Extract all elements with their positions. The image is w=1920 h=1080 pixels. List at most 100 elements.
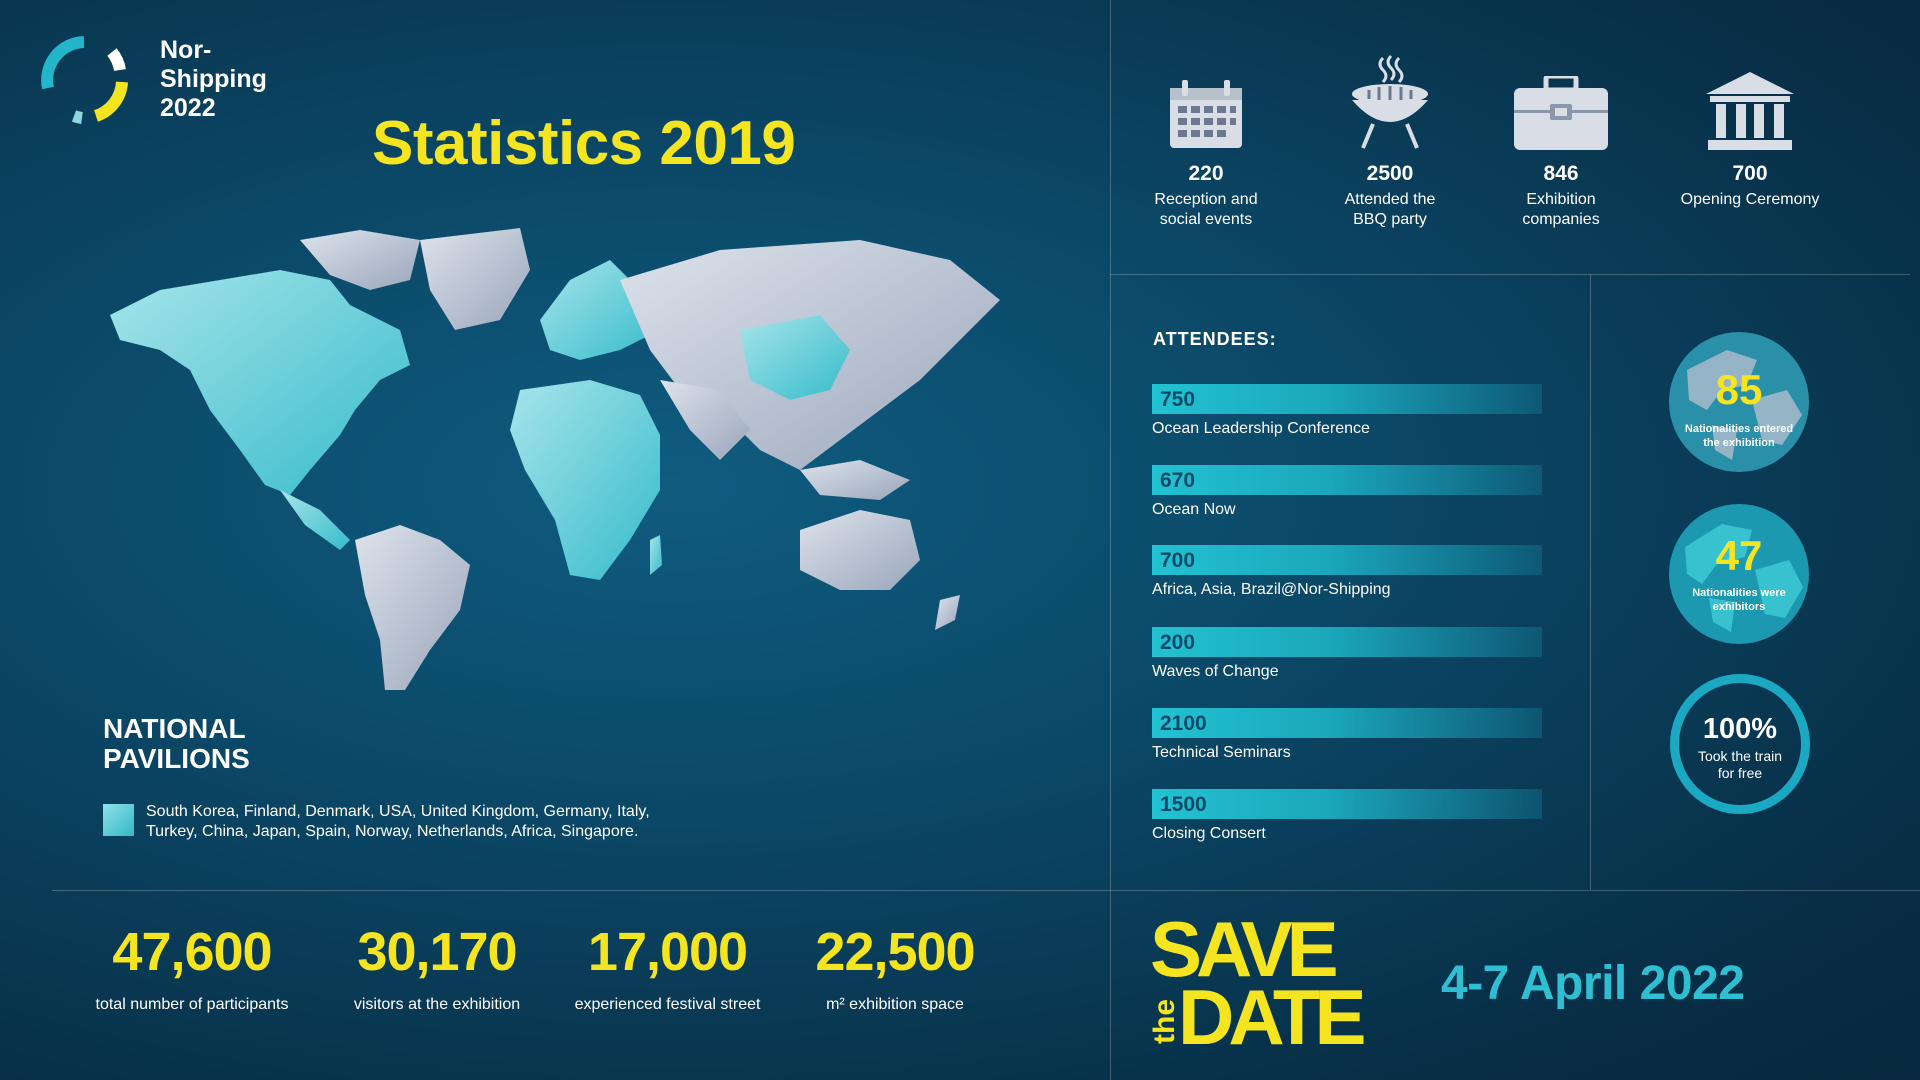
stat-label: Attended the BBQ party [1305,190,1475,230]
attendee-value: 700 [1160,549,1196,572]
stat-visitors: 30,170 visitors at the exhibition [332,922,542,1014]
globe-label: Nationalities were exhibitors [1667,586,1811,614]
divider-vertical-right [1590,274,1591,890]
stat-festival-street: 17,000 experienced festival street [560,922,775,1014]
save-text: SAVE [1150,910,1336,993]
pavilions-title: NATIONAL PAVILIONS [103,714,363,774]
pavilions-title-line-2: PAVILIONS [103,743,250,774]
attendee-bar: 2100 [1152,708,1542,738]
divider-top-right [1110,274,1910,275]
globe-label-line-1: Nationalities were [1692,587,1786,599]
globe-icon [1669,504,1809,644]
bank-building-icon [1706,72,1794,150]
stat-value: 700 [1732,162,1768,185]
stat-label: Reception and social events [1121,190,1291,230]
pavilions-countries-line-1: South Korea, Finland, Denmark, USA, Unit… [146,803,650,820]
attendee-bar: 200 [1152,627,1542,657]
attendee-value: 2100 [1160,712,1207,735]
train-label: Took the train for free [1679,748,1801,782]
globe-nationalities-visitors: 85 Nationalities entered the exhibition [1667,330,1811,474]
globe-label-line-2: the exhibition [1703,437,1775,449]
attendee-bar: 750 [1152,384,1542,414]
brand-line-2: Shipping [160,65,267,93]
attendee-row: 700 Africa, Asia, Brazil@Nor-Shipping [1152,545,1552,599]
globe-icon [1669,332,1809,472]
attendee-label: Ocean Leadership Conference [1152,420,1370,437]
attendee-value: 200 [1160,631,1196,654]
stat-label: experienced festival street [574,996,761,1013]
attendee-bar: 1500 [1152,789,1542,819]
attendee-value: 1500 [1160,793,1207,816]
divider-bottom [52,890,1920,891]
train-free-ring: 100% Took the train for free [1670,674,1810,814]
globe-label: Nationalities entered the exhibition [1667,422,1811,450]
attendee-bar: 700 [1152,545,1542,575]
attendee-row: 750 Ocean Leadership Conference [1152,384,1552,438]
stat-label-line-2: BBQ party [1353,211,1427,228]
stat-value: 47,600 [112,922,272,982]
pavilions-legend-swatch [103,804,134,836]
stat-label-line-2: social events [1159,211,1253,228]
stat-participants: 47,600 total number of participants [82,922,302,1014]
calendar-icon [1170,80,1242,148]
pavilions-countries-line-2: Turkey, China, Japan, Spain, Norway, Net… [146,823,639,840]
globe-label-line-2: exhibitors [1712,601,1766,613]
train-label-line-2: for free [1717,765,1763,781]
stat-value: 846 [1543,162,1579,185]
stat-value: 30,170 [357,922,517,982]
brand-name: Nor- Shipping 2022 [160,36,267,123]
stat-value: 22,500 [815,922,975,982]
attendee-bar: 670 [1152,465,1542,495]
stat-label-line-2: companies [1522,211,1600,228]
stat-reception-events: 220 Reception and social events [1121,60,1291,230]
event-dates: 4-7 April 2022 [1441,957,1745,1010]
attendee-row: 200 Waves of Change [1152,627,1552,681]
attendee-label: Ocean Now [1152,501,1236,518]
stat-label: total number of participants [95,996,289,1013]
stat-value: 220 [1188,162,1224,185]
attendee-label: Waves of Change [1152,663,1279,680]
brand-line-3: 2022 [160,94,216,122]
stat-label: visitors at the exhibition [353,996,521,1013]
stat-value: 2500 [1366,162,1414,185]
attendees-title: ATTENDEES: [1153,329,1277,349]
world-map [110,228,1000,690]
globe-value: 47 [1715,532,1763,579]
stat-label-line-1: Opening Ceremony [1680,191,1820,208]
page-title: Statistics 2019 [372,109,796,178]
save-the-date-logo: SAVE DATE the [1150,910,1370,1050]
stat-label: Opening Ceremony [1665,190,1835,210]
attendee-label: Closing Consert [1152,825,1266,842]
the-text: the [1150,999,1181,1044]
attendee-label: Technical Seminars [1152,744,1291,761]
stat-label: m² exhibition space [826,996,964,1013]
stat-bbq-party: 2500 Attended the BBQ party [1305,54,1475,230]
globe-label-line-1: Nationalities entered [1684,423,1794,435]
attendee-value: 670 [1160,469,1196,492]
attendee-value: 750 [1160,388,1196,411]
globe-nationalities-exhibitors: 47 Nationalities were exhibitors [1667,502,1811,646]
attendee-row: 670 Ocean Now [1152,465,1552,519]
globe-value: 85 [1715,366,1763,413]
pavilions-title-line-1: NATIONAL [103,713,246,744]
stat-opening-ceremony: 700 Opening Ceremony [1665,60,1835,210]
briefcase-icon [1514,76,1608,150]
stat-label-line-1: Reception and [1154,191,1258,208]
attendee-row: 1500 Closing Consert [1152,789,1552,843]
attendee-row: 2100 Technical Seminars [1152,708,1552,762]
stat-value: 17,000 [587,922,748,982]
stat-label: Exhibition companies [1476,190,1646,230]
train-label-line-1: Took the train [1697,748,1783,764]
brand-line-1: Nor- [160,36,212,64]
divider-vertical-main [1110,0,1111,1080]
date-text: DATE [1178,973,1364,1050]
stat-label-line-1: Attended the [1344,191,1436,208]
train-value: 100% [1702,713,1778,745]
stat-label-line-1: Exhibition [1526,191,1596,208]
stat-exhibition-companies: 846 Exhibition companies [1476,60,1646,230]
logo-icon [41,36,128,124]
pavilions-countries: South Korea, Finland, Denmark, USA, Unit… [146,802,726,842]
attendee-label: Africa, Asia, Brazil@Nor-Shipping [1152,581,1391,598]
bbq-grill-icon [1352,54,1428,149]
stat-exhibition-space: 22,500 m² exhibition space [795,922,995,1014]
